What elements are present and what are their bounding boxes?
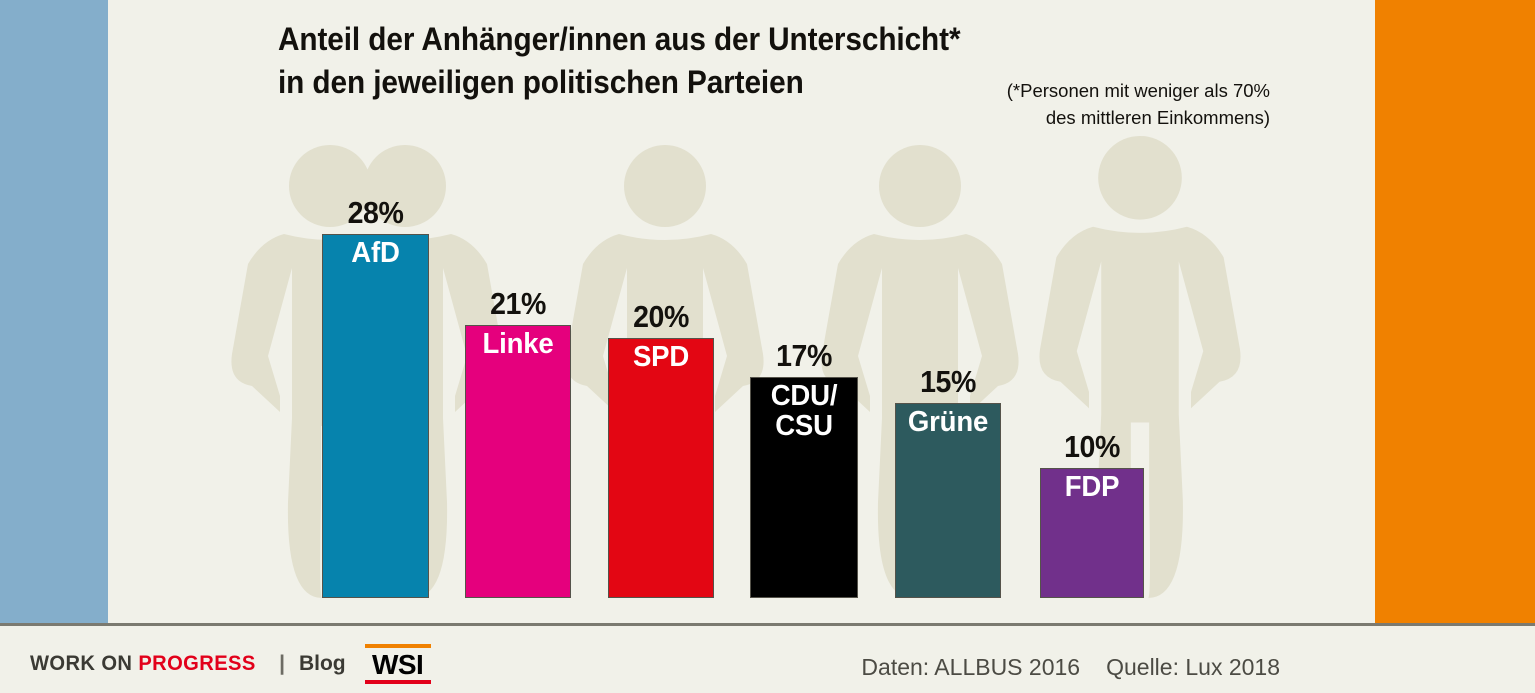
footnote-line-2: des mittleren Einkommens)	[1045, 106, 1270, 128]
bar-rect[interactable]: Linke	[465, 325, 571, 598]
bar-value-label: 28%	[347, 195, 404, 230]
bar-chart: 28% AfD 21% Linke 20% SPD 17% CDU/CSU 15% Grüne 10…	[231, 135, 1241, 598]
bar-rect[interactable]: AfD	[322, 234, 429, 598]
footer-branding: WORK ON PROGRESS | Blog WSI	[30, 644, 431, 684]
bar-rect[interactable]: SPD	[608, 338, 714, 598]
footer: WORK ON PROGRESS | Blog WSI Daten: ALLBU…	[0, 626, 1535, 693]
bar-rect[interactable]: Grüne	[895, 403, 1001, 598]
data-source-label: Daten: ALLBUS 2016	[861, 654, 1081, 680]
title-line-2: in den jeweiligen politischen Parteien	[278, 63, 804, 100]
left-color-band	[0, 0, 108, 623]
bar-value-label: 17%	[776, 338, 832, 373]
bar-party-label-line-1: Grüne	[907, 406, 989, 438]
right-color-band	[1375, 0, 1535, 623]
bar-party-label: CDU/CSU	[754, 381, 855, 441]
bar-value-label: 21%	[490, 286, 546, 321]
wsi-logo-text: WSI	[371, 649, 424, 680]
bar-rect[interactable]: FDP	[1040, 468, 1144, 598]
bar-group-spd[interactable]: 20% SPD	[608, 292, 714, 598]
bar-value-label: 10%	[1064, 429, 1120, 464]
footnote: (*Personen mit weniger als 70% des mittl…	[930, 78, 1270, 132]
bar-party-label-line-1: FDP	[1064, 471, 1120, 503]
wsi-logo-bottom-rule	[364, 680, 431, 684]
footer-divider	[0, 623, 1535, 626]
bar-value-label: 15%	[920, 364, 976, 399]
page-title: Anteil der Anhänger/innen aus der Unters…	[278, 18, 961, 104]
brand-work-on-progress[interactable]: WORK ON PROGRESS	[30, 652, 256, 676]
bar-party-label: AfD	[326, 238, 426, 268]
origin-source-label: Quelle: Lux 2018	[1106, 654, 1280, 680]
brand-part-2: PROGRESS	[138, 652, 256, 675]
bar-party-label: Grüne	[899, 407, 998, 437]
bar-group-cdu-csu[interactable]: 17% CDU/CSU	[750, 331, 858, 598]
bar-party-label: SPD	[612, 342, 711, 372]
brand-part-1: WORK ON	[30, 652, 139, 675]
blog-link[interactable]: Blog	[298, 652, 346, 675]
bar-group-linke[interactable]: 21% Linke	[465, 279, 571, 598]
title-line-1: Anteil der Anhänger/innen aus der Unters…	[278, 21, 961, 57]
bar-party-label-line-1: CDU/	[770, 380, 838, 412]
bar-group-grüne[interactable]: 15% Grüne	[895, 357, 1001, 598]
bar-party-label: FDP	[1044, 472, 1141, 502]
bar-group-fdp[interactable]: 10% FDP	[1040, 422, 1144, 598]
wsi-logo-top-rule	[364, 644, 431, 648]
bar-party-label-line-1: SPD	[632, 341, 690, 373]
footer-sources: Daten: ALLBUS 2016 Quelle: Lux 2018	[861, 654, 1280, 681]
footnote-line-1: (*Personen mit weniger als 70%	[1006, 80, 1270, 101]
brand-separator: |	[279, 652, 285, 675]
bar-party-label-line-1: AfD	[351, 237, 400, 269]
wsi-logo[interactable]: WSI	[364, 644, 431, 684]
bar-rect[interactable]: CDU/CSU	[750, 377, 858, 598]
bar-group-afd[interactable]: 28% AfD	[322, 188, 429, 598]
bar-party-label-line-2: CSU	[775, 410, 833, 443]
bar-party-label: Linke	[469, 329, 568, 359]
bar-party-label-line-1: Linke	[482, 328, 554, 360]
bar-value-label: 20%	[633, 299, 689, 334]
